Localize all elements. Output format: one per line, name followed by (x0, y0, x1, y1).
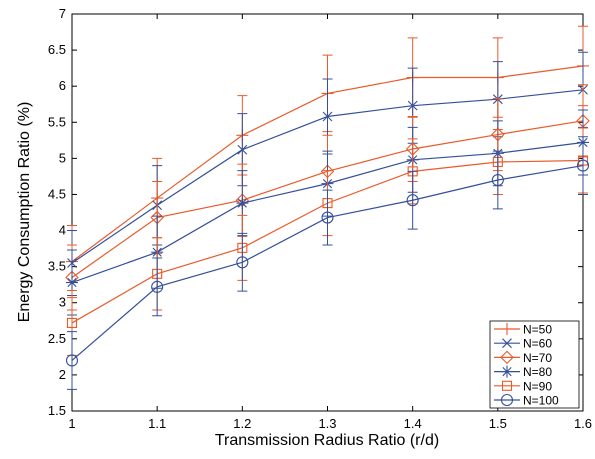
x-tick-label: 1 (68, 416, 75, 431)
x-tick-label: 1.3 (318, 416, 336, 431)
data-point (407, 100, 418, 111)
x-axis: 1 1.1 1.2 1.3 1.4 1.5 1.6 (68, 14, 592, 431)
y-tick-label: 7 (59, 6, 66, 21)
legend-marker (500, 393, 514, 407)
legend-label: N=90 (523, 379, 552, 393)
legend-label: N=80 (523, 365, 552, 379)
legend-marker (502, 338, 512, 349)
data-point (151, 280, 164, 293)
y-tick-label: 2.5 (48, 331, 66, 346)
y-axis: 1.5 2 2.5 3 3.5 4 4.5 5 5.5 6 6.5 7 (48, 6, 583, 418)
y-tick-label: 6 (59, 78, 66, 93)
data-point (65, 354, 79, 367)
data-point (66, 276, 78, 289)
legend-marker (501, 365, 513, 378)
y-tick-label: 4 (59, 223, 66, 238)
series-n-100 (65, 136, 590, 390)
y-tick-label: 5 (59, 150, 66, 165)
x-tick-label: 1.5 (489, 416, 507, 431)
y-tick-label: 2 (59, 367, 66, 382)
data-point (406, 194, 419, 207)
legend-label: N=50 (523, 323, 552, 337)
x-tick-label: 1.2 (233, 416, 251, 431)
data-point (322, 111, 333, 122)
legend-label: N=60 (523, 337, 552, 351)
y-tick-label: 3 (59, 295, 66, 310)
data-point (236, 256, 249, 269)
legend: N=50N=60N=70N=80N=90N=100 (489, 320, 580, 409)
legend-label: N=70 (523, 351, 552, 365)
y-tick-label: 5.5 (48, 114, 66, 129)
data-point (321, 211, 334, 224)
legend-marker (501, 380, 513, 391)
y-tick-label: 3.5 (48, 259, 66, 274)
x-tick-label: 1.4 (404, 416, 422, 431)
data-point (66, 317, 78, 328)
series-line (71, 164, 584, 361)
x-tick-label: 1.1 (148, 416, 166, 431)
x-tick-label: 1.6 (574, 416, 592, 431)
legend-marker (500, 350, 514, 365)
series-layer (65, 25, 590, 390)
legend-label: N=100 (523, 394, 559, 408)
y-tick-label: 1.5 (48, 403, 66, 418)
x-axis-label: Transmission Radius Ratio (r/d) (215, 432, 439, 449)
data-point (491, 173, 504, 187)
data-point (237, 144, 248, 155)
data-point (576, 159, 590, 172)
y-tick-label: 4.5 (48, 186, 66, 201)
y-tick-label: 6.5 (48, 42, 66, 57)
legend-marker (501, 323, 513, 335)
data-point (236, 197, 249, 210)
y-axis-label: Energy Consumption Ratio (%) (16, 102, 33, 323)
legend-box (489, 320, 580, 409)
